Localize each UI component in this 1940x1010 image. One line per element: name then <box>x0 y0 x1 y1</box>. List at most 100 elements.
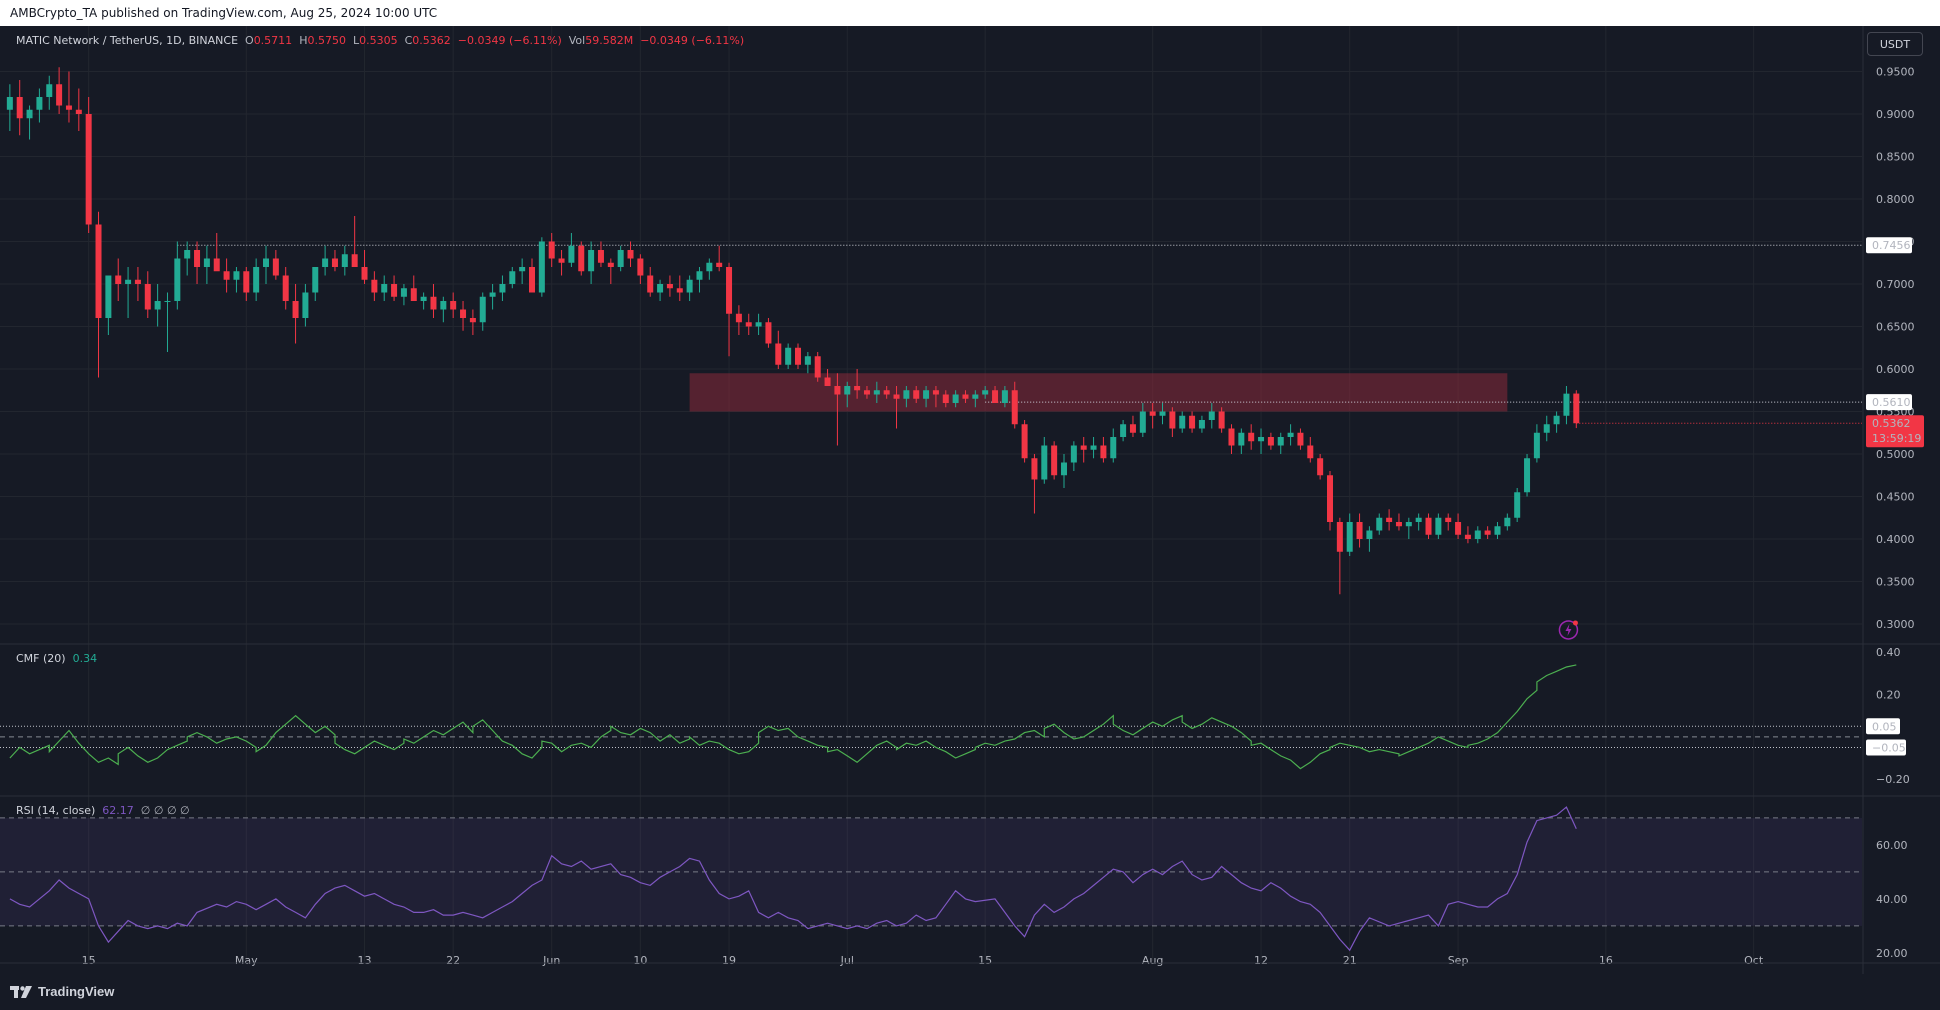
candle-body <box>65 105 72 110</box>
candle-body <box>134 279 141 284</box>
candle-body <box>105 275 112 318</box>
resistance-zone <box>689 373 1508 412</box>
cmf-lower-tag-bg <box>1866 739 1906 756</box>
candle-body <box>1061 462 1067 476</box>
candle-body <box>243 271 250 293</box>
tradingview-logo-icon <box>10 985 32 998</box>
candle-body <box>1307 445 1314 459</box>
candle-body <box>1435 517 1442 535</box>
candle-body <box>312 267 319 293</box>
price-axis-label: 0.8000 <box>1876 193 1915 206</box>
candle-body <box>1238 432 1245 446</box>
candle-body <box>1001 390 1008 403</box>
notification-dot <box>1572 620 1578 626</box>
candle-body <box>607 262 614 267</box>
candle-body <box>469 318 476 323</box>
candle-body <box>125 279 132 284</box>
currency-button[interactable]: USDT <box>1867 32 1923 56</box>
candle-body <box>1149 411 1156 416</box>
tradingview-logo-text: TradingView <box>38 984 115 999</box>
candle-body <box>26 109 33 119</box>
candle-body <box>213 258 220 272</box>
candle-body <box>174 258 181 301</box>
cmf-legend: CMF (20) 0.34 <box>16 652 97 665</box>
candle-body <box>1090 445 1097 450</box>
price-axis-label: 0.5000 <box>1876 448 1915 461</box>
cmf-upper-tag-bg <box>1866 718 1900 735</box>
price-axis-label: 0.6000 <box>1876 363 1915 376</box>
candle-body <box>1405 522 1412 527</box>
candle-body <box>282 275 289 301</box>
candle-body <box>726 267 733 314</box>
candle-body <box>164 301 171 302</box>
rsi-value: 62.17 <box>102 804 134 817</box>
candle-body <box>952 394 959 403</box>
candle-body <box>775 343 782 365</box>
candle-body <box>1179 415 1186 429</box>
candle-body <box>1258 437 1265 442</box>
close-value: 0.5362 <box>412 34 451 47</box>
candle-body <box>548 241 555 259</box>
low-label: L <box>352 34 360 47</box>
candle-body <box>1474 530 1481 539</box>
candle-body <box>735 313 742 323</box>
rsi-axis-label: 40.00 <box>1876 893 1908 906</box>
candle-body <box>992 390 999 403</box>
candle-body <box>1228 428 1235 446</box>
cmf-upper-tag: 0.05 <box>1872 720 1897 733</box>
candle-body <box>913 390 920 399</box>
price-axis-label: 0.7000 <box>1876 278 1915 291</box>
candle-body <box>1139 411 1146 433</box>
volume-label: Vol <box>568 34 586 47</box>
candle-body <box>1159 411 1166 416</box>
candle-body <box>1376 517 1383 531</box>
candle-body <box>873 390 880 395</box>
candle-body <box>1198 420 1205 429</box>
candle-body <box>765 322 772 344</box>
x-tick-label: 22 <box>446 954 460 967</box>
candle-body <box>1356 522 1363 539</box>
candle-body <box>804 356 811 365</box>
candle-body <box>1553 415 1560 425</box>
candle-body <box>361 267 368 280</box>
candle-body <box>1336 522 1343 552</box>
chart-canvas[interactable]: 15 May 13 22 Jun 10 19 Jul 15 Aug 12 21 Sep 16 Oct 0.30… <box>0 26 1940 974</box>
candle-body <box>223 271 230 280</box>
candle-body <box>1129 424 1136 433</box>
candle-body <box>923 390 930 399</box>
price-axis-label: 0.3000 <box>1876 618 1915 631</box>
low-value: 0.5305 <box>359 34 398 47</box>
candle-body <box>716 262 723 267</box>
candle-body <box>795 347 801 365</box>
candle-body <box>420 296 427 301</box>
candle-body <box>1277 437 1284 446</box>
candle-body <box>529 267 535 293</box>
candle-body <box>292 301 299 318</box>
candle-body <box>499 284 506 293</box>
candle-body <box>1327 475 1333 522</box>
rsi-axis-label: 60.00 <box>1876 839 1908 852</box>
candle-body <box>1041 445 1048 480</box>
candle-body <box>1455 522 1462 535</box>
volume-value: 59.582M <box>585 34 634 47</box>
open-label: O <box>245 34 254 47</box>
candle-body <box>1504 517 1511 527</box>
candle-body <box>1366 530 1373 539</box>
candle-body <box>440 301 447 310</box>
candle-body <box>331 258 338 267</box>
x-tick-label: Sep <box>1448 954 1469 967</box>
candle-body <box>1169 411 1176 429</box>
candle-body <box>95 224 102 318</box>
tradingview-logo[interactable]: TradingView <box>10 984 114 999</box>
rsi-line <box>9 806 1577 952</box>
candle-body <box>1514 492 1521 518</box>
candle-body <box>1011 390 1018 425</box>
x-tick-label: 15 <box>82 954 96 967</box>
candle-body <box>637 258 644 276</box>
candle-body <box>597 250 604 263</box>
candle-body <box>519 267 526 272</box>
chart-panel[interactable]: 15 May 13 22 Jun 10 19 Jul 15 Aug 12 21 Sep 16 Oct 0.30… <box>0 26 1940 974</box>
candle-body <box>1248 432 1255 442</box>
candle-body <box>1080 445 1087 450</box>
candle-body <box>588 250 595 272</box>
